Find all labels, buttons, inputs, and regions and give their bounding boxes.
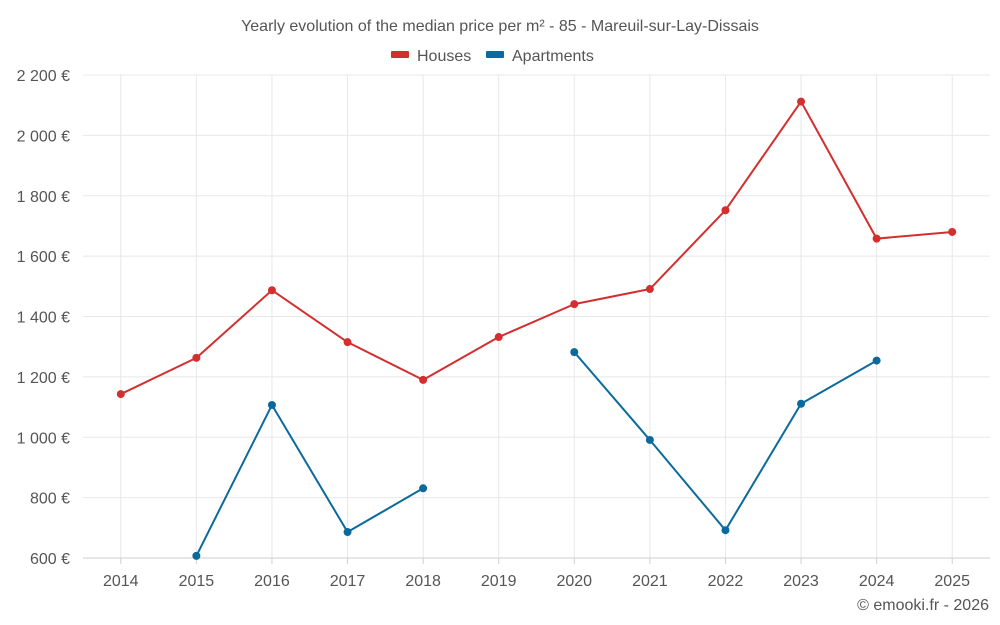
chart-title: Yearly evolution of the median price per… bbox=[241, 18, 759, 35]
x-tick-label: 2015 bbox=[179, 573, 215, 590]
x-tick-label: 2018 bbox=[405, 573, 441, 590]
y-tick-label: 600 € bbox=[30, 551, 70, 568]
legend-swatch-houses[interactable] bbox=[391, 51, 409, 58]
y-tick-label: 1 600 € bbox=[17, 249, 70, 266]
apartments-line-segment bbox=[195, 403, 425, 557]
apartments-point-2022[interactable] bbox=[721, 526, 730, 535]
x-tick-label: 2019 bbox=[481, 573, 517, 590]
series bbox=[116, 97, 957, 560]
y-tick-label: 1 400 € bbox=[17, 310, 70, 327]
apartments-point-2020[interactable] bbox=[570, 348, 579, 357]
legend: Houses Apartments bbox=[391, 48, 594, 65]
houses-point-2021[interactable] bbox=[645, 285, 654, 294]
y-tick-label: 800 € bbox=[30, 491, 70, 508]
y-tick-label: 2 000 € bbox=[17, 128, 70, 145]
apartments-point-2018[interactable] bbox=[419, 484, 428, 493]
houses-point-2025[interactable] bbox=[948, 227, 957, 236]
houses-point-2015[interactable] bbox=[192, 353, 201, 362]
axes: 600 € 800 € 1 000 € 1 200 € 1 400 € 1 600 € 1 … bbox=[17, 68, 990, 590]
legend-label-houses[interactable]: Houses bbox=[417, 48, 471, 65]
apartments-point-2024[interactable] bbox=[872, 356, 881, 365]
legend-label-apartments[interactable]: Apartments bbox=[512, 48, 594, 65]
x-tick-label: 2020 bbox=[556, 573, 592, 590]
credit-text: © emooki.fr - 2026 bbox=[857, 597, 989, 614]
apartments-point-2017[interactable] bbox=[343, 528, 352, 537]
y-tick-label: 1 200 € bbox=[17, 370, 70, 387]
houses-point-2020[interactable] bbox=[570, 300, 579, 309]
y-tick-label: 2 200 € bbox=[17, 68, 70, 85]
houses-point-2023[interactable] bbox=[797, 97, 806, 106]
apartments-point-2023[interactable] bbox=[797, 399, 806, 408]
gridlines bbox=[83, 74, 990, 559]
houses-point-2018[interactable] bbox=[419, 375, 428, 384]
houses-point-2024[interactable] bbox=[872, 234, 881, 243]
x-tick-label: 2024 bbox=[859, 573, 895, 590]
x-tick-label: 2016 bbox=[254, 573, 290, 590]
y-tick-label: 1 000 € bbox=[17, 430, 70, 447]
series-apartments bbox=[192, 348, 881, 560]
houses-point-2019[interactable] bbox=[494, 333, 503, 342]
y-tick-label: 1 800 € bbox=[17, 189, 70, 206]
apartments-point-2021[interactable] bbox=[645, 435, 654, 444]
x-tick-label: 2014 bbox=[103, 573, 139, 590]
x-tick-label: 2023 bbox=[783, 573, 819, 590]
legend-swatch-apartments[interactable] bbox=[486, 51, 504, 58]
series-houses bbox=[116, 97, 957, 399]
x-tick-label: 2017 bbox=[330, 573, 366, 590]
x-tick-label: 2021 bbox=[632, 573, 668, 590]
houses-point-2022[interactable] bbox=[721, 206, 730, 215]
houses-line-segment bbox=[119, 100, 954, 396]
houses-point-2017[interactable] bbox=[343, 338, 352, 347]
x-tick-label: 2025 bbox=[934, 573, 970, 590]
apartments-point-2016[interactable] bbox=[267, 400, 276, 409]
apartments-point-2015[interactable] bbox=[192, 551, 201, 560]
x-tick-label: 2022 bbox=[708, 573, 744, 590]
houses-point-2014[interactable] bbox=[116, 390, 125, 399]
houses-point-2016[interactable] bbox=[267, 286, 276, 295]
